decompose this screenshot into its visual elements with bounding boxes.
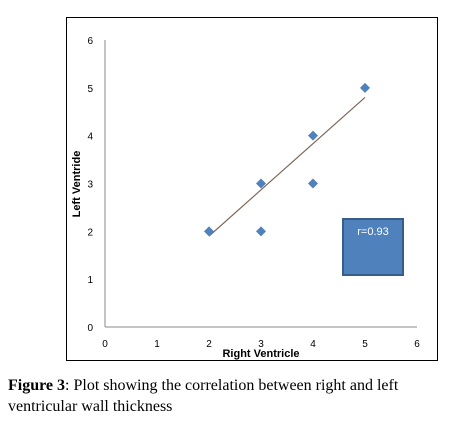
- correlation-annotation: r=0.93: [357, 226, 389, 238]
- plot-frame: [66, 17, 438, 361]
- y-axis-label: Left Ventride: [71, 151, 83, 218]
- x-tick-label: 0: [102, 339, 108, 350]
- x-tick-label: 1: [154, 339, 160, 350]
- x-tick-label: 6: [414, 339, 420, 350]
- tick-labels: 0 1 2 3 4 5 6 0 1 2 3 4 5 6: [87, 36, 420, 350]
- trendline-group: [208, 96, 366, 237]
- y-tick-label: 6: [87, 36, 93, 47]
- data-point: [256, 226, 266, 237]
- x-axis-label: Right Ventricle: [222, 348, 299, 360]
- data-points: [204, 82, 370, 237]
- data-point: [360, 82, 370, 93]
- data-point: [308, 130, 318, 141]
- data-point: [256, 178, 266, 189]
- caption-text: : Plot showing the correlation between r…: [8, 377, 399, 415]
- figure-caption: Figure 3: Plot showing the correlation b…: [8, 375, 470, 417]
- y-tick-label: 2: [87, 227, 93, 238]
- x-tick-label: 5: [362, 339, 368, 350]
- caption-label: Figure 3: [8, 377, 66, 394]
- trendline: [208, 96, 366, 237]
- data-point: [308, 178, 318, 189]
- y-tick-label: 0: [87, 323, 93, 334]
- y-tick-label: 5: [87, 84, 93, 95]
- data-point: [204, 226, 214, 237]
- axes: [104, 40, 417, 328]
- y-tick-label: 1: [87, 275, 93, 286]
- correlation-annotation-box: r=0.93: [342, 218, 404, 276]
- y-tick-label: 4: [87, 132, 93, 143]
- x-tick-label: 4: [310, 339, 316, 350]
- x-tick-label: 3: [258, 339, 264, 350]
- y-tick-label: 3: [87, 180, 93, 191]
- x-tick-label: 2: [206, 339, 212, 350]
